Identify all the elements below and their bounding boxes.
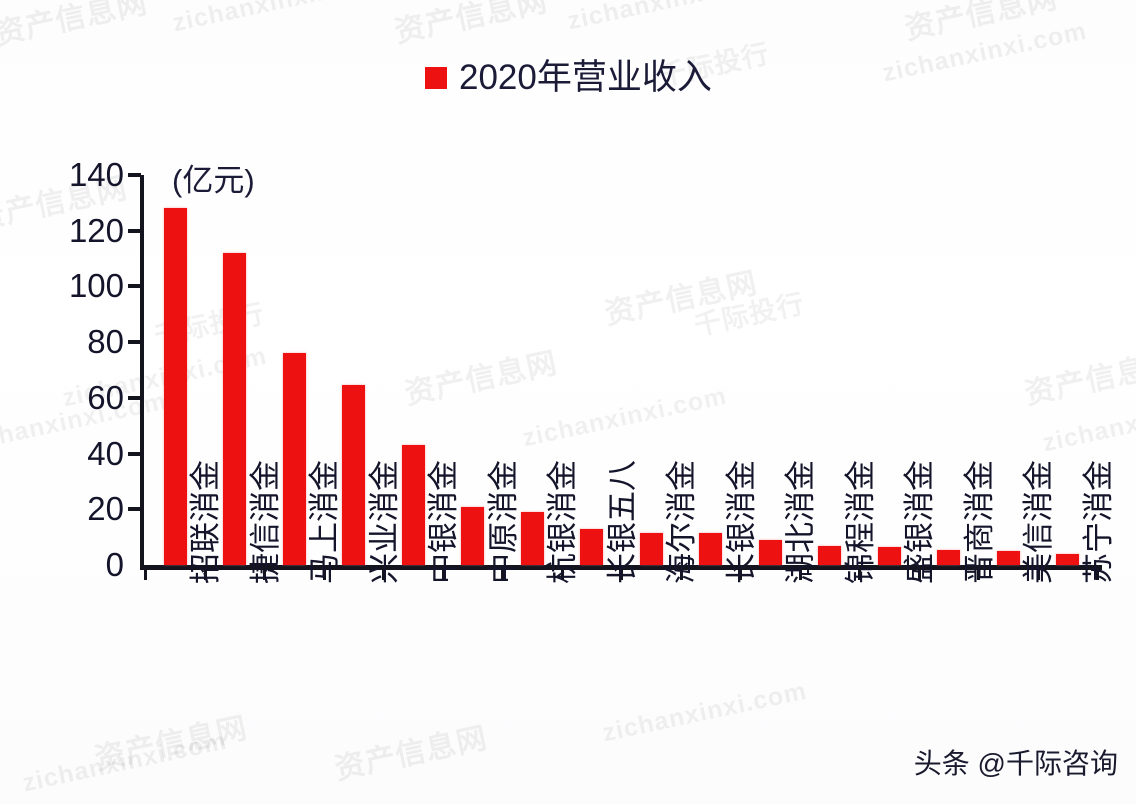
y-axis-tick-label: 40 <box>87 434 124 472</box>
y-axis-tick <box>128 507 141 512</box>
x-axis-tick <box>382 570 386 580</box>
x-axis-tick <box>322 570 326 580</box>
y-axis-tick-label: 100 <box>68 267 124 305</box>
x-axis-tick <box>441 570 445 580</box>
bar <box>937 549 960 565</box>
x-axis-category-label: 苏宁消金 <box>1080 460 1116 584</box>
x-axis-tick <box>620 570 624 580</box>
x-axis-tick <box>1036 570 1040 580</box>
x-axis-tick <box>739 570 743 580</box>
bar <box>758 539 782 565</box>
x-axis-category-label: 杭银消金 <box>545 460 580 584</box>
bar <box>342 385 365 565</box>
y-axis-tick-label: 140 <box>68 156 124 193</box>
bar <box>282 353 306 565</box>
x-axis-tick <box>917 570 921 580</box>
x-axis-tick <box>679 570 683 580</box>
x-axis-category-label: 锦程消金 <box>842 460 878 584</box>
x-axis-tick <box>263 570 267 580</box>
x-axis-category-label: 中银消金 <box>426 460 461 584</box>
y-axis-tick <box>128 395 141 400</box>
x-axis-tick <box>560 570 564 580</box>
x-axis-tick <box>977 570 981 580</box>
x-axis-category-label: 长银消金 <box>723 460 759 584</box>
y-axis-tick <box>128 284 141 289</box>
y-axis-tick <box>128 340 141 345</box>
attribution-text: 头条 @千际咨询 <box>913 748 1118 779</box>
y-axis-unit-label: (亿元) <box>172 163 255 198</box>
x-axis-category-label: 海尔消金 <box>664 460 699 584</box>
bar <box>401 445 425 565</box>
x-axis-category-label: 盛银消金 <box>902 460 937 584</box>
y-axis-tick-label: 80 <box>87 323 124 361</box>
bar <box>818 545 841 565</box>
x-axis-tick <box>144 570 148 580</box>
bar <box>223 253 246 565</box>
x-axis-category-label: 中原消金 <box>485 460 521 584</box>
x-axis-category-label: 晋商消金 <box>961 460 997 584</box>
x-axis-tick <box>858 570 862 580</box>
x-axis-category-label: 马上消金 <box>307 460 342 584</box>
x-axis-category-label: 捷信消金 <box>247 460 283 584</box>
y-axis-line <box>140 175 144 567</box>
bar <box>461 506 484 565</box>
legend-label: 2020年营业收入 <box>459 58 712 97</box>
x-axis-category-label: 湖北消金 <box>783 460 818 584</box>
y-axis-tick <box>128 228 141 233</box>
x-axis-category-label: 美信消金 <box>1021 460 1056 584</box>
x-axis-line <box>140 565 1102 570</box>
bar <box>996 551 1020 565</box>
bar <box>520 512 544 565</box>
x-axis-tick <box>203 570 207 580</box>
x-axis-tick <box>1096 570 1100 580</box>
bar <box>163 208 187 565</box>
chart-legend: 2020年营业收入 <box>425 60 712 95</box>
x-axis-category-label: 长银五八 <box>604 460 640 584</box>
bar <box>580 528 603 565</box>
y-axis-tick <box>128 173 141 177</box>
legend-swatch-icon <box>425 66 447 89</box>
x-axis-category-label: 招联消金 <box>188 460 223 584</box>
y-axis-tick-label: 120 <box>68 211 124 249</box>
y-axis-tick-label: 0 <box>105 546 124 583</box>
y-axis-tick-label: 20 <box>87 490 124 528</box>
x-axis-category-label: 兴业消金 <box>366 460 402 584</box>
x-axis-tick <box>798 570 802 580</box>
x-axis-tick <box>501 570 505 580</box>
bar <box>699 532 722 565</box>
bar <box>877 546 901 565</box>
y-axis-tick <box>128 451 141 456</box>
y-axis-tick-label: 60 <box>87 378 124 416</box>
bar <box>639 532 663 565</box>
bar <box>1056 553 1079 565</box>
